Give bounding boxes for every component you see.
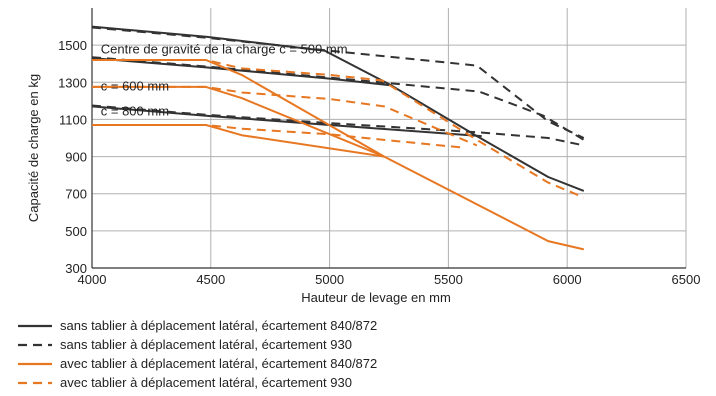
series-lines: [91, 25, 585, 251]
y-tick-label: 500: [65, 224, 87, 239]
y-tick-label: 1300: [58, 75, 87, 90]
annotation-3: c = 800 mm: [101, 104, 169, 119]
series-line-9: [92, 124, 385, 158]
series-line-8: [92, 85, 385, 158]
y-tick-label: 900: [65, 150, 87, 165]
series-line-4: [91, 26, 585, 139]
y-axis-title: Capacité de charge en kg: [26, 74, 41, 222]
series-line-5: [91, 56, 585, 141]
x-tick-label: 5500: [434, 272, 463, 287]
series-line-2: [91, 57, 390, 87]
legend-label-2: sans tablier à déplacement latéral, écar…: [60, 337, 352, 352]
axes: [91, 8, 686, 269]
series-line-10: [92, 59, 585, 199]
series-line-12: [92, 124, 461, 149]
series-line-3: [91, 105, 482, 138]
x-tick-label: 6000: [553, 272, 582, 287]
legend: sans tablier à déplacement latéral, écar…: [18, 318, 377, 390]
y-tick-label: 1100: [59, 112, 87, 127]
x-tick-label: 5000: [315, 272, 344, 287]
x-tick-label: 4000: [78, 272, 107, 287]
legend-label-3: avec tablier à déplacement latéral, écar…: [60, 356, 377, 371]
series-line-11: [92, 85, 478, 147]
y-tick-label: 700: [65, 187, 87, 202]
y-tick-label: 300: [65, 261, 87, 276]
series-line-6: [91, 104, 585, 147]
x-axis-title: Hauteur de levage en mm: [301, 290, 451, 305]
annotations: Centre de gravité de la charge c = 500 m…: [101, 42, 348, 119]
legend-label-1: sans tablier à déplacement latéral, écar…: [60, 318, 377, 333]
y-tick-label: 1500: [58, 38, 87, 53]
tick-labels: 4000 4500 5000 5500 6000 6500 300 500 700 900 1100…: [58, 38, 700, 287]
x-tick-label: 6500: [672, 272, 701, 287]
legend-label-4: avec tablier à déplacement latéral, écar…: [60, 375, 352, 390]
annotation-1: Centre de gravité de la charge c = 500 m…: [101, 42, 348, 57]
annotation-2: c = 600 mm: [101, 79, 169, 94]
x-tick-label: 4500: [196, 272, 225, 287]
